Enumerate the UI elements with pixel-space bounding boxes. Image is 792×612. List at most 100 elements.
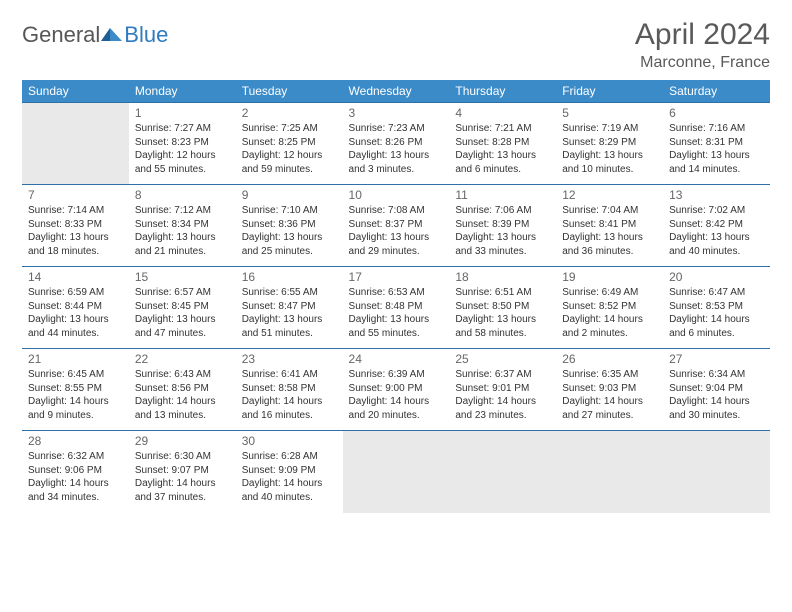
daylight-line: Daylight: 14 hours and 40 minutes.: [242, 477, 337, 504]
calendar-cell: 30Sunrise: 6:28 AMSunset: 9:09 PMDayligh…: [236, 431, 343, 513]
sunset-line: Sunset: 8:52 PM: [562, 300, 657, 314]
daylight-line: Daylight: 14 hours and 23 minutes.: [455, 395, 550, 422]
calendar-row: 14Sunrise: 6:59 AMSunset: 8:44 PMDayligh…: [22, 267, 770, 349]
weekday-header: Thursday: [449, 80, 556, 103]
calendar-cell: 17Sunrise: 6:53 AMSunset: 8:48 PMDayligh…: [343, 267, 450, 349]
calendar-cell: 11Sunrise: 7:06 AMSunset: 8:39 PMDayligh…: [449, 185, 556, 267]
sunset-line: Sunset: 8:37 PM: [349, 218, 444, 232]
day-number: 15: [135, 269, 230, 285]
calendar-cell: 2Sunrise: 7:25 AMSunset: 8:25 PMDaylight…: [236, 103, 343, 185]
day-number: 2: [242, 105, 337, 121]
sunrise-line: Sunrise: 6:53 AM: [349, 286, 444, 300]
day-number: 3: [349, 105, 444, 121]
sunset-line: Sunset: 8:53 PM: [669, 300, 764, 314]
calendar-cell: 26Sunrise: 6:35 AMSunset: 9:03 PMDayligh…: [556, 349, 663, 431]
calendar-row: 28Sunrise: 6:32 AMSunset: 9:06 PMDayligh…: [22, 431, 770, 513]
sunset-line: Sunset: 9:06 PM: [28, 464, 123, 478]
calendar-cell: 13Sunrise: 7:02 AMSunset: 8:42 PMDayligh…: [663, 185, 770, 267]
calendar-cell: 5Sunrise: 7:19 AMSunset: 8:29 PMDaylight…: [556, 103, 663, 185]
sunset-line: Sunset: 8:28 PM: [455, 136, 550, 150]
sunset-line: Sunset: 8:44 PM: [28, 300, 123, 314]
daylight-line: Daylight: 14 hours and 37 minutes.: [135, 477, 230, 504]
sunrise-line: Sunrise: 7:25 AM: [242, 122, 337, 136]
sunset-line: Sunset: 8:55 PM: [28, 382, 123, 396]
calendar-table: SundayMondayTuesdayWednesdayThursdayFrid…: [22, 80, 770, 513]
calendar-cell: 21Sunrise: 6:45 AMSunset: 8:55 PMDayligh…: [22, 349, 129, 431]
sunset-line: Sunset: 8:56 PM: [135, 382, 230, 396]
daylight-line: Daylight: 14 hours and 30 minutes.: [669, 395, 764, 422]
weekday-header: Tuesday: [236, 80, 343, 103]
calendar-cell: [556, 431, 663, 513]
sunrise-line: Sunrise: 7:16 AM: [669, 122, 764, 136]
calendar-cell: 10Sunrise: 7:08 AMSunset: 8:37 PMDayligh…: [343, 185, 450, 267]
daylight-line: Daylight: 14 hours and 13 minutes.: [135, 395, 230, 422]
sunset-line: Sunset: 8:33 PM: [28, 218, 123, 232]
day-number: 7: [28, 187, 123, 203]
sunrise-line: Sunrise: 7:19 AM: [562, 122, 657, 136]
day-number: 10: [349, 187, 444, 203]
sunrise-line: Sunrise: 6:35 AM: [562, 368, 657, 382]
sunset-line: Sunset: 8:26 PM: [349, 136, 444, 150]
day-number: 12: [562, 187, 657, 203]
sunrise-line: Sunrise: 6:28 AM: [242, 450, 337, 464]
calendar-row: 7Sunrise: 7:14 AMSunset: 8:33 PMDaylight…: [22, 185, 770, 267]
sunrise-line: Sunrise: 6:39 AM: [349, 368, 444, 382]
title-block: April 2024 Marconne, France: [635, 18, 770, 72]
brand-logo: General Blue: [22, 22, 168, 48]
day-number: 22: [135, 351, 230, 367]
header: General Blue April 2024 Marconne, France: [22, 18, 770, 72]
weekday-header: Monday: [129, 80, 236, 103]
weekday-header: Friday: [556, 80, 663, 103]
daylight-line: Daylight: 14 hours and 27 minutes.: [562, 395, 657, 422]
calendar-cell: 1Sunrise: 7:27 AMSunset: 8:23 PMDaylight…: [129, 103, 236, 185]
daylight-line: Daylight: 13 hours and 40 minutes.: [669, 231, 764, 258]
calendar-cell: 3Sunrise: 7:23 AMSunset: 8:26 PMDaylight…: [343, 103, 450, 185]
calendar-row: 21Sunrise: 6:45 AMSunset: 8:55 PMDayligh…: [22, 349, 770, 431]
daylight-line: Daylight: 14 hours and 9 minutes.: [28, 395, 123, 422]
brand-general: General: [22, 22, 100, 48]
sunrise-line: Sunrise: 7:06 AM: [455, 204, 550, 218]
sunrise-line: Sunrise: 6:59 AM: [28, 286, 123, 300]
day-number: 4: [455, 105, 550, 121]
daylight-line: Daylight: 13 hours and 10 minutes.: [562, 149, 657, 176]
calendar-cell: 20Sunrise: 6:47 AMSunset: 8:53 PMDayligh…: [663, 267, 770, 349]
sunset-line: Sunset: 8:42 PM: [669, 218, 764, 232]
calendar-cell: [343, 431, 450, 513]
sunrise-line: Sunrise: 6:43 AM: [135, 368, 230, 382]
daylight-line: Daylight: 12 hours and 55 minutes.: [135, 149, 230, 176]
weekday-header: Sunday: [22, 80, 129, 103]
daylight-line: Daylight: 13 hours and 14 minutes.: [669, 149, 764, 176]
sunrise-line: Sunrise: 6:51 AM: [455, 286, 550, 300]
daylight-line: Daylight: 14 hours and 20 minutes.: [349, 395, 444, 422]
day-number: 17: [349, 269, 444, 285]
sunrise-line: Sunrise: 7:23 AM: [349, 122, 444, 136]
calendar-cell: 8Sunrise: 7:12 AMSunset: 8:34 PMDaylight…: [129, 185, 236, 267]
day-number: 20: [669, 269, 764, 285]
sunset-line: Sunset: 9:04 PM: [669, 382, 764, 396]
calendar-cell: 27Sunrise: 6:34 AMSunset: 9:04 PMDayligh…: [663, 349, 770, 431]
day-number: 11: [455, 187, 550, 203]
calendar-cell: 9Sunrise: 7:10 AMSunset: 8:36 PMDaylight…: [236, 185, 343, 267]
calendar-cell: 16Sunrise: 6:55 AMSunset: 8:47 PMDayligh…: [236, 267, 343, 349]
day-number: 26: [562, 351, 657, 367]
calendar-cell: [449, 431, 556, 513]
sunrise-line: Sunrise: 6:30 AM: [135, 450, 230, 464]
calendar-cell: 15Sunrise: 6:57 AMSunset: 8:45 PMDayligh…: [129, 267, 236, 349]
day-number: 27: [669, 351, 764, 367]
sunset-line: Sunset: 9:07 PM: [135, 464, 230, 478]
weekday-header-row: SundayMondayTuesdayWednesdayThursdayFrid…: [22, 80, 770, 103]
weekday-header: Wednesday: [343, 80, 450, 103]
sunset-line: Sunset: 8:41 PM: [562, 218, 657, 232]
sunrise-line: Sunrise: 6:34 AM: [669, 368, 764, 382]
weekday-header: Saturday: [663, 80, 770, 103]
sunset-line: Sunset: 8:39 PM: [455, 218, 550, 232]
sunset-line: Sunset: 8:29 PM: [562, 136, 657, 150]
sunset-line: Sunset: 9:01 PM: [455, 382, 550, 396]
daylight-line: Daylight: 13 hours and 36 minutes.: [562, 231, 657, 258]
calendar-cell: 18Sunrise: 6:51 AMSunset: 8:50 PMDayligh…: [449, 267, 556, 349]
daylight-line: Daylight: 14 hours and 34 minutes.: [28, 477, 123, 504]
sunrise-line: Sunrise: 7:04 AM: [562, 204, 657, 218]
daylight-line: Daylight: 14 hours and 16 minutes.: [242, 395, 337, 422]
calendar-cell: 6Sunrise: 7:16 AMSunset: 8:31 PMDaylight…: [663, 103, 770, 185]
daylight-line: Daylight: 13 hours and 58 minutes.: [455, 313, 550, 340]
